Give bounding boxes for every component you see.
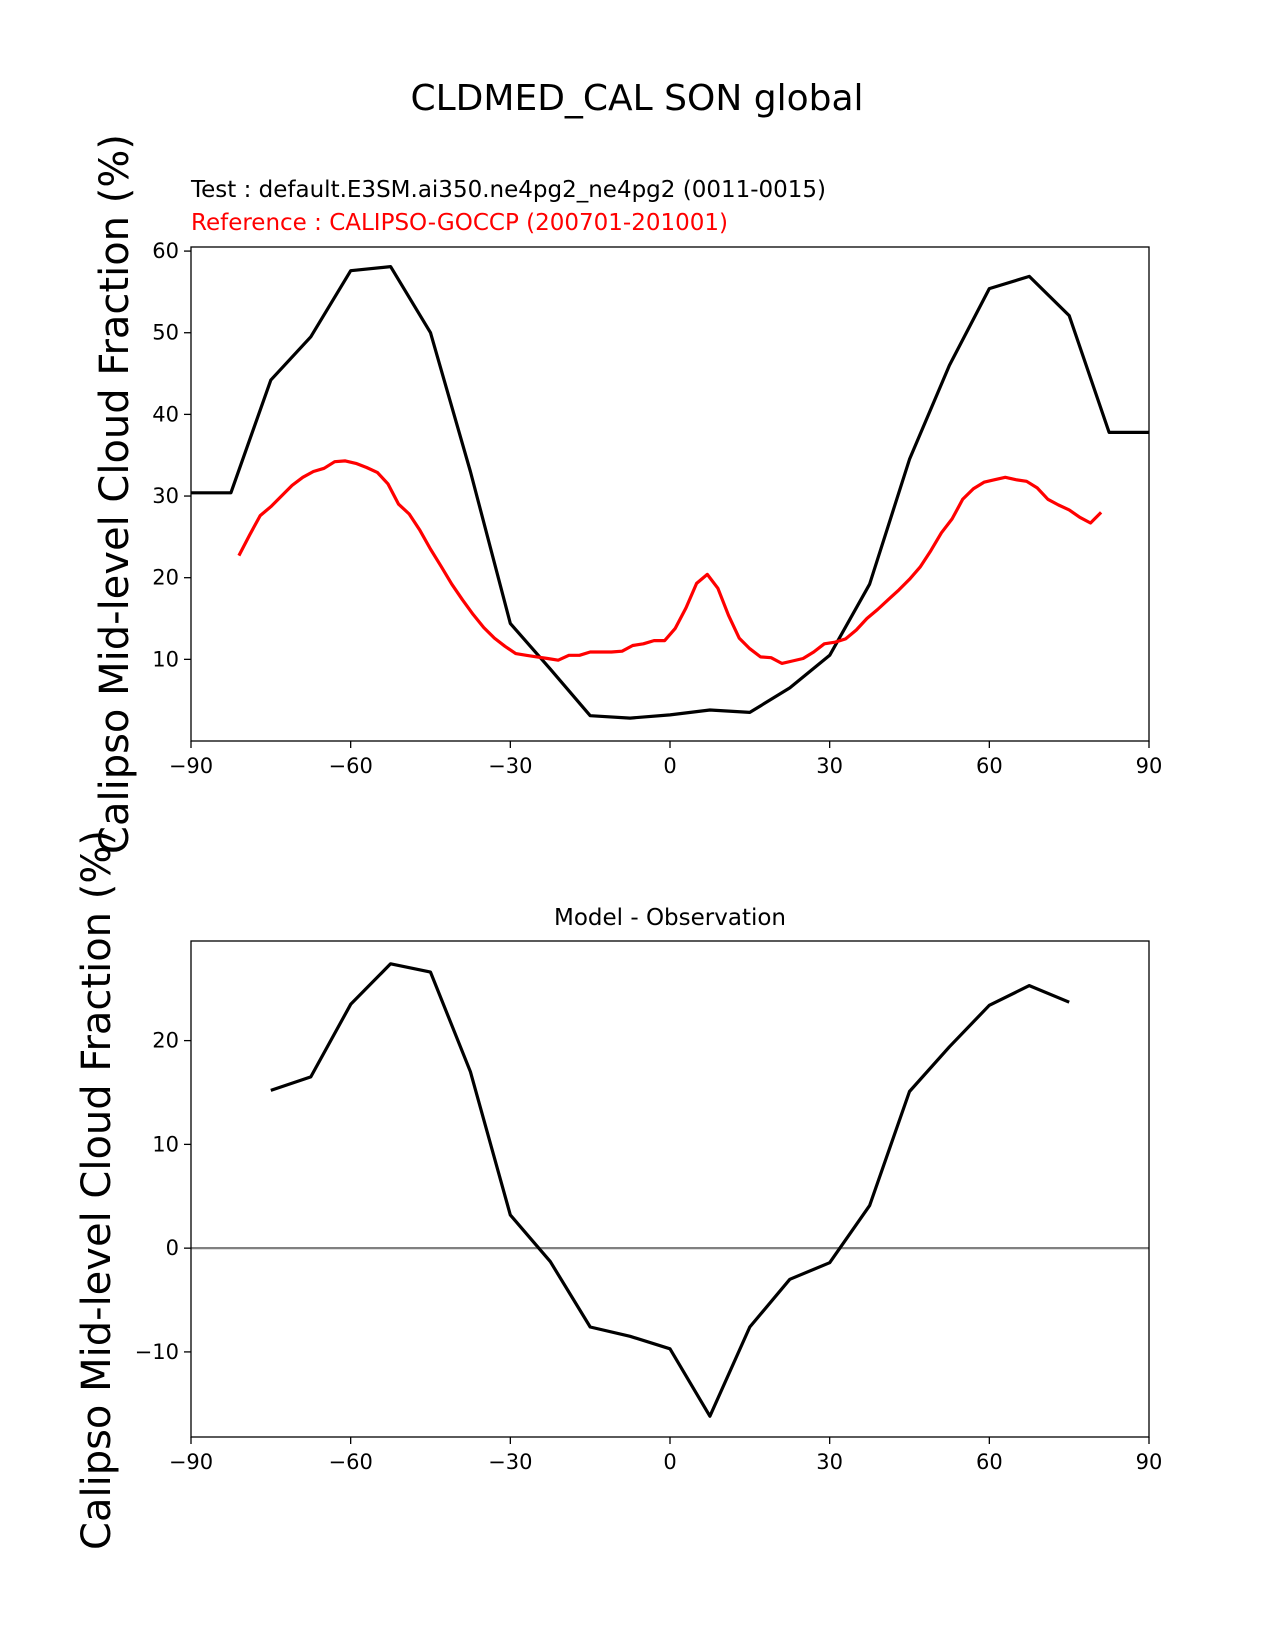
y-tick-label: −10 [135,1340,179,1364]
series-line-test [191,265,1149,720]
figure-title: CLDMED_CAL SON global [410,78,863,119]
top-panel: Test : default.E3SM.ai350.ne4pg2_ne4pg2 … [92,134,1162,854]
bottom-panel: Model - Observation Calipso Mid-level Cl… [74,830,1162,1550]
x-tick-label: −90 [169,754,213,778]
y-tick-label: 30 [152,484,179,508]
series-line-diff [270,962,1070,1418]
y-tick-label: 40 [152,402,179,426]
axes-frame [190,940,1150,1438]
y-tick-label: 10 [152,647,179,671]
y-tick-label: 20 [152,1029,179,1053]
x-tick-label: −60 [329,1450,373,1474]
test-label: Test : default.E3SM.ai350.ne4pg2_ne4pg2 … [190,177,826,203]
x-tick-label: 60 [976,754,1003,778]
reference-label: Reference : CALIPSO-GOCCP (200701-201001… [191,210,728,236]
x-tick-label: 30 [816,1450,843,1474]
y-tick-label: 50 [152,321,179,345]
y-tick-label: 20 [152,566,179,590]
x-tick-label: 60 [976,1450,1003,1474]
bottom-panel-title: Model - Observation [554,905,786,931]
x-tick-label: 90 [1136,754,1163,778]
x-tick-label: −60 [329,754,373,778]
x-tick-label: −90 [169,1450,213,1474]
bottom-y-axis-label: Calipso Mid-level Cloud Fraction (%) [74,830,120,1550]
x-tick-label: 0 [663,1450,676,1474]
y-tick-label: 60 [152,239,179,263]
bottom-plot-area: −90 −60 −30 0 30 60 90 −10 0 10 20 [135,940,1163,1474]
x-tick-label: 30 [816,754,843,778]
y-tick-label: 0 [166,1236,179,1260]
series-line-reference [237,459,1103,666]
x-tick-label: −30 [488,754,532,778]
y-tick-label: 10 [152,1132,179,1156]
top-y-axis-label: Calipso Mid-level Cloud Fraction (%) [92,134,138,854]
x-tick-label: −30 [488,1450,532,1474]
axes-frame [190,246,1150,742]
x-tick-label: 90 [1136,1450,1163,1474]
top-plot-area: −90 −60 −30 0 30 60 90 10 20 30 40 50 60 [152,239,1162,778]
x-tick-label: 0 [663,754,676,778]
